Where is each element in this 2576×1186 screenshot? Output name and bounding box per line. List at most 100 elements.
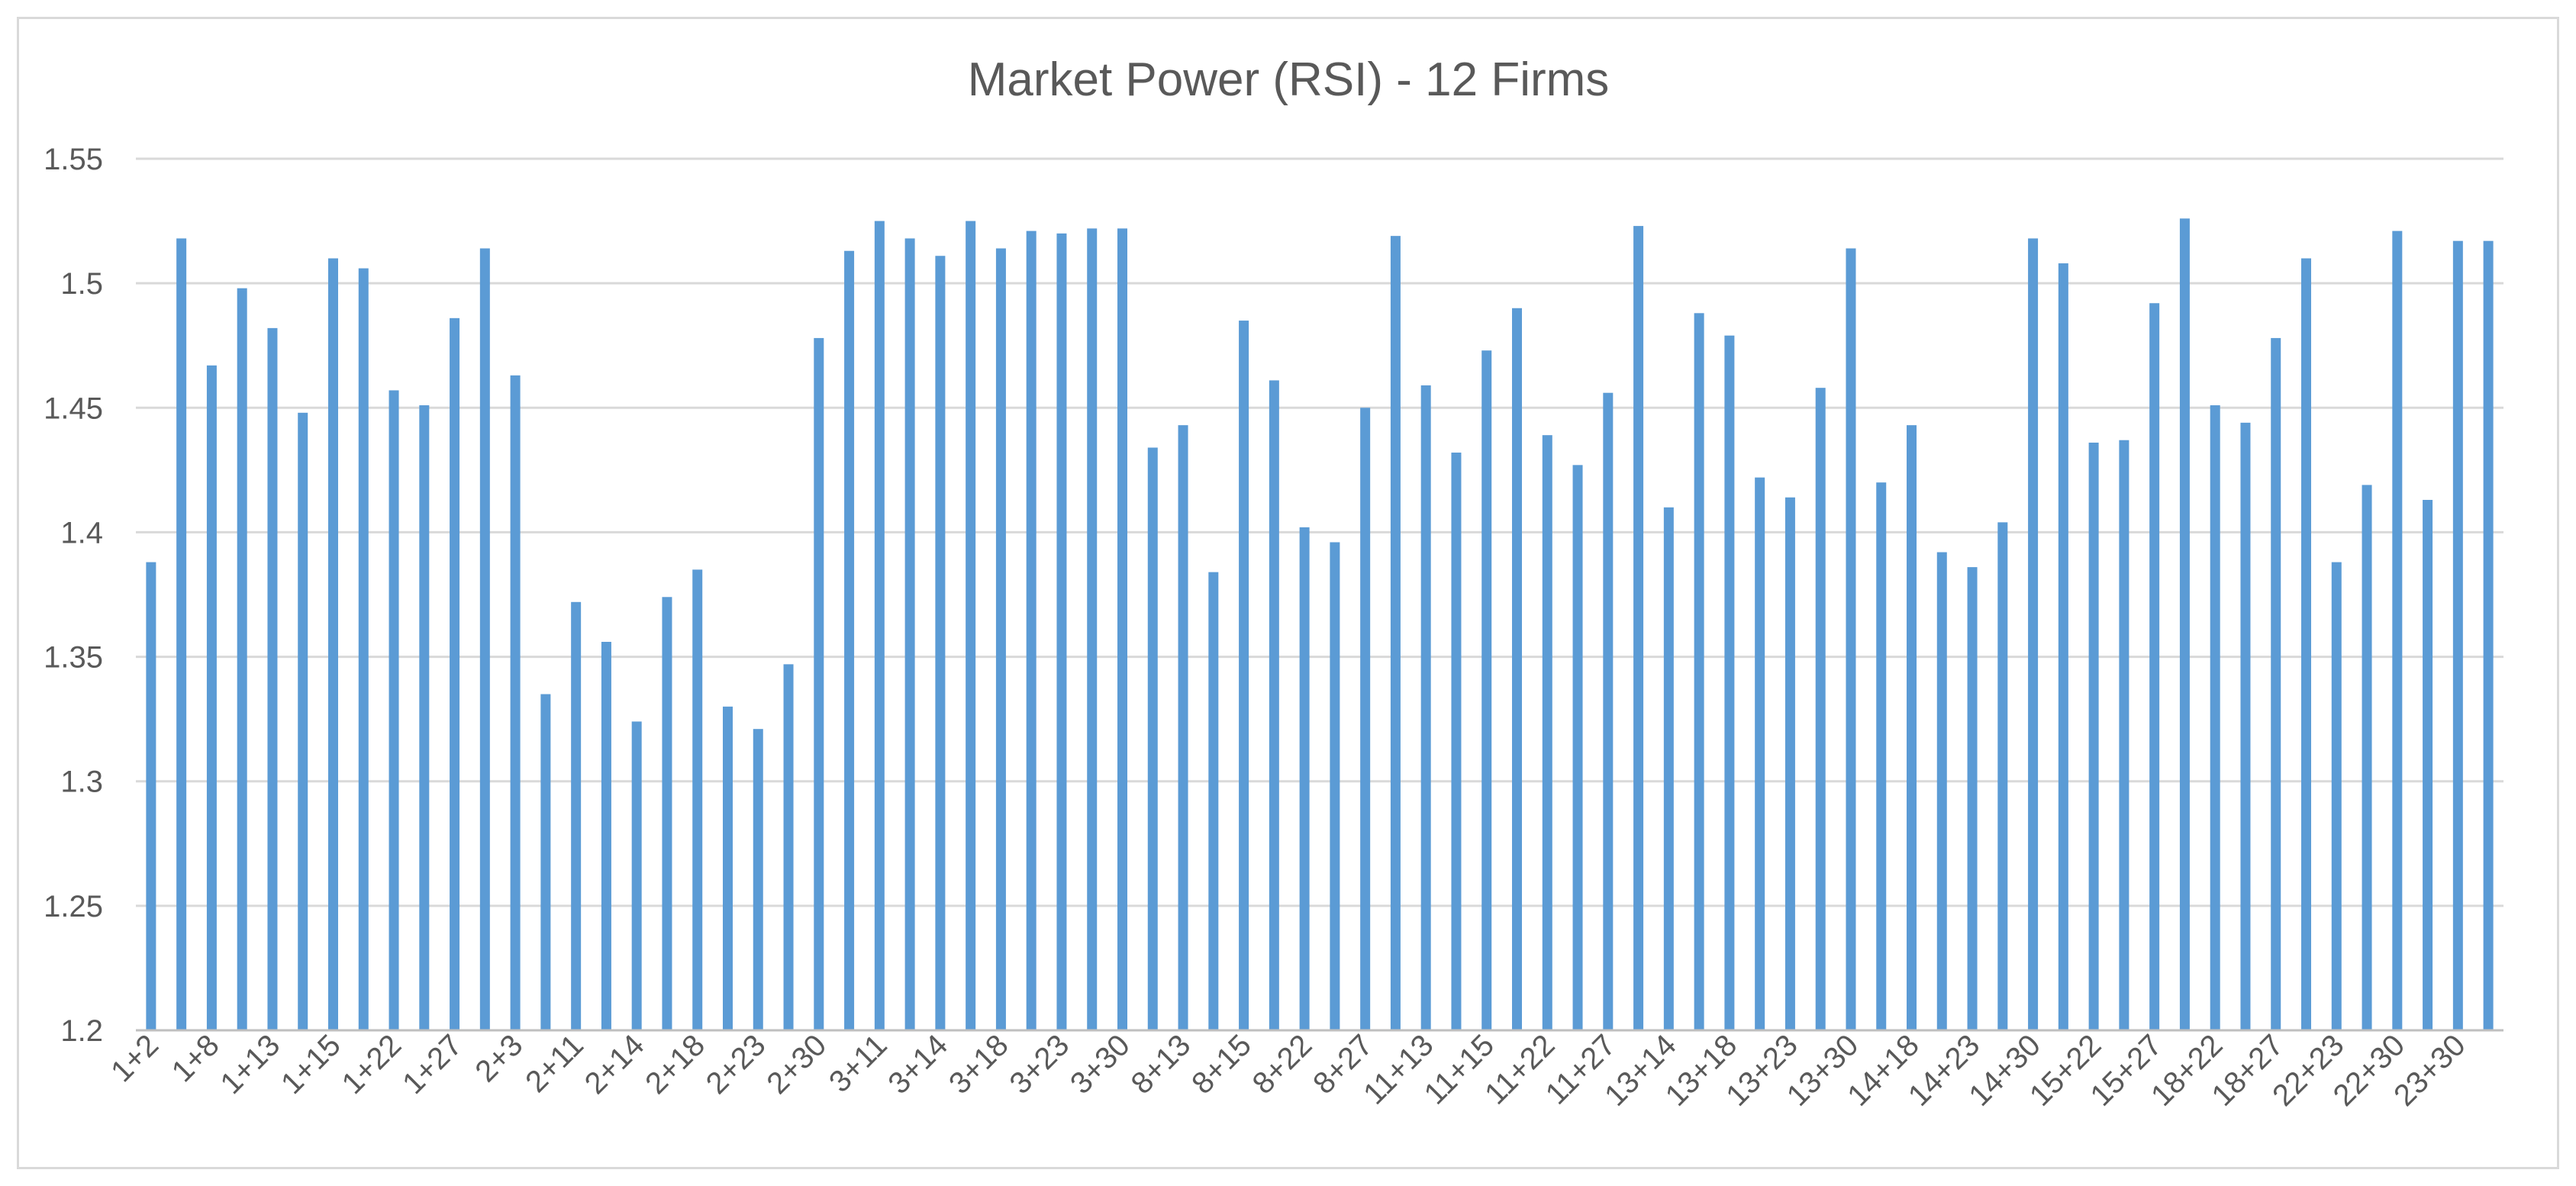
bar-2+13	[601, 641, 611, 1030]
bar-2+22	[723, 706, 733, 1030]
bar-13+30	[1846, 248, 1856, 1030]
bar-18+27	[2271, 337, 2281, 1030]
bar-18+30	[2301, 258, 2311, 1030]
x-tick-label: 3+30	[1064, 1028, 1136, 1101]
bar-8+27	[1360, 408, 1371, 1030]
bar-3+8	[844, 250, 855, 1030]
bar-15+22	[2088, 442, 2099, 1030]
bar-22+27	[2362, 485, 2372, 1030]
x-axis-ticks: 1+2 1+81+131+151+221+27 2+32+112+142+182+2…	[105, 1028, 2472, 1113]
bar-11+27	[1603, 392, 1614, 1030]
y-tick-label: 1.4	[60, 516, 103, 549]
bar-2+14	[631, 721, 642, 1030]
bar-14+30	[2028, 238, 2039, 1031]
x-tick-label: 1+15	[275, 1028, 347, 1101]
bar-11+14	[1451, 453, 1462, 1030]
x-tick-label: 2+30	[760, 1028, 833, 1101]
x-tick-label: 11+15	[1418, 1028, 1501, 1110]
bar-3+13	[904, 238, 915, 1031]
bar-2+8	[540, 694, 551, 1030]
bar-1+14	[298, 412, 308, 1030]
bar-14+18	[1907, 425, 1917, 1030]
bar-2+27	[783, 664, 794, 1030]
bar-3+30	[1117, 228, 1127, 1030]
bar-11+15	[1481, 350, 1492, 1030]
y-tick-label: 1.25	[44, 890, 103, 923]
x-tick-label: 1+27	[396, 1028, 469, 1101]
chart-frame	[17, 17, 2559, 1169]
bar-1+8	[206, 365, 217, 1030]
bar-2+30	[814, 337, 824, 1030]
x-tick-label: 8+22	[1246, 1028, 1319, 1101]
bar-1+3	[176, 238, 187, 1031]
bar-23+30	[2452, 240, 2463, 1030]
bar-14+23	[1967, 567, 1978, 1030]
y-tick-label: 1.3	[60, 765, 103, 799]
bar-1+23	[419, 405, 430, 1030]
bar-8+22	[1299, 527, 1310, 1030]
bar-3+18	[995, 248, 1006, 1030]
bars	[146, 218, 2494, 1031]
x-tick-label: 2+14	[579, 1028, 651, 1101]
x-tick-label: 11+22	[1478, 1028, 1561, 1110]
bar-13+14	[1663, 507, 1674, 1030]
bar-15+27	[2149, 303, 2160, 1030]
gridlines	[136, 157, 2503, 907]
x-tick-label: 3+14	[882, 1028, 954, 1101]
x-tick-label: 1+22	[336, 1028, 408, 1101]
y-tick-label: 1.35	[44, 641, 103, 675]
bar-8+14	[1208, 572, 1219, 1030]
bar-18+23	[2240, 422, 2251, 1030]
bar-15+18	[2058, 263, 2068, 1030]
bar-8+13	[1178, 425, 1188, 1030]
bar-8+18	[1269, 380, 1279, 1030]
bar-2+3	[510, 375, 521, 1031]
bar-3+23	[1056, 233, 1067, 1030]
bar-11+22	[1542, 435, 1552, 1030]
bar-13+15	[1694, 313, 1704, 1031]
chart-title: Market Power (RSI) - 12 Firms	[968, 53, 1610, 106]
bar-27+30	[2483, 240, 2494, 1030]
bar-11+13	[1420, 385, 1431, 1030]
bar-8+15	[1239, 321, 1249, 1031]
bar-1+27	[450, 317, 460, 1030]
bar-1+11	[237, 288, 247, 1030]
bar-1+2	[146, 562, 156, 1030]
x-tick-label: 3+18	[943, 1028, 1015, 1101]
bar-13+23	[1785, 497, 1795, 1030]
bar-2+11	[571, 601, 582, 1030]
bar-1+15	[328, 258, 338, 1030]
bar-2+23	[753, 729, 763, 1030]
y-tick-label: 1.2	[60, 1014, 103, 1048]
bar-11+18	[1512, 308, 1522, 1030]
y-axis-ticks: 1.2 1.25 1.3 1.35 1.4 1.45 1.5 1.55	[44, 143, 103, 1048]
bar-3+14	[935, 256, 946, 1030]
y-tick-label: 1.5	[60, 267, 103, 301]
bar-14+15	[1876, 482, 1887, 1030]
x-tick-label: 1+2	[105, 1028, 165, 1088]
bar-8+11	[1147, 447, 1158, 1030]
bar-11+23	[1572, 465, 1583, 1030]
x-tick-label: 8+15	[1185, 1028, 1258, 1101]
bar-15+23	[2119, 440, 2129, 1030]
bar-8+30	[1390, 236, 1401, 1030]
bar-3+22	[1026, 230, 1037, 1031]
bar-14+27	[1997, 522, 2008, 1030]
bar-13+18	[1724, 335, 1735, 1031]
x-tick-label: 3+23	[1003, 1028, 1075, 1101]
x-tick-label: 2+3	[469, 1028, 529, 1088]
x-tick-label: 2+23	[700, 1028, 772, 1101]
bar-11+30	[1633, 226, 1644, 1030]
x-tick-label: 11+13	[1357, 1028, 1440, 1110]
bar-22+30	[2392, 230, 2403, 1031]
x-tick-label: 2+18	[639, 1028, 711, 1101]
x-tick-label: 2+11	[519, 1028, 590, 1099]
y-tick-label: 1.45	[44, 392, 103, 425]
bar-8+23	[1330, 542, 1340, 1030]
bar-1+13	[267, 327, 278, 1031]
bar-1+18	[358, 268, 369, 1031]
bar-18+22	[2210, 405, 2220, 1030]
bar-23+27	[2423, 500, 2433, 1030]
bar-2+15	[662, 597, 672, 1030]
